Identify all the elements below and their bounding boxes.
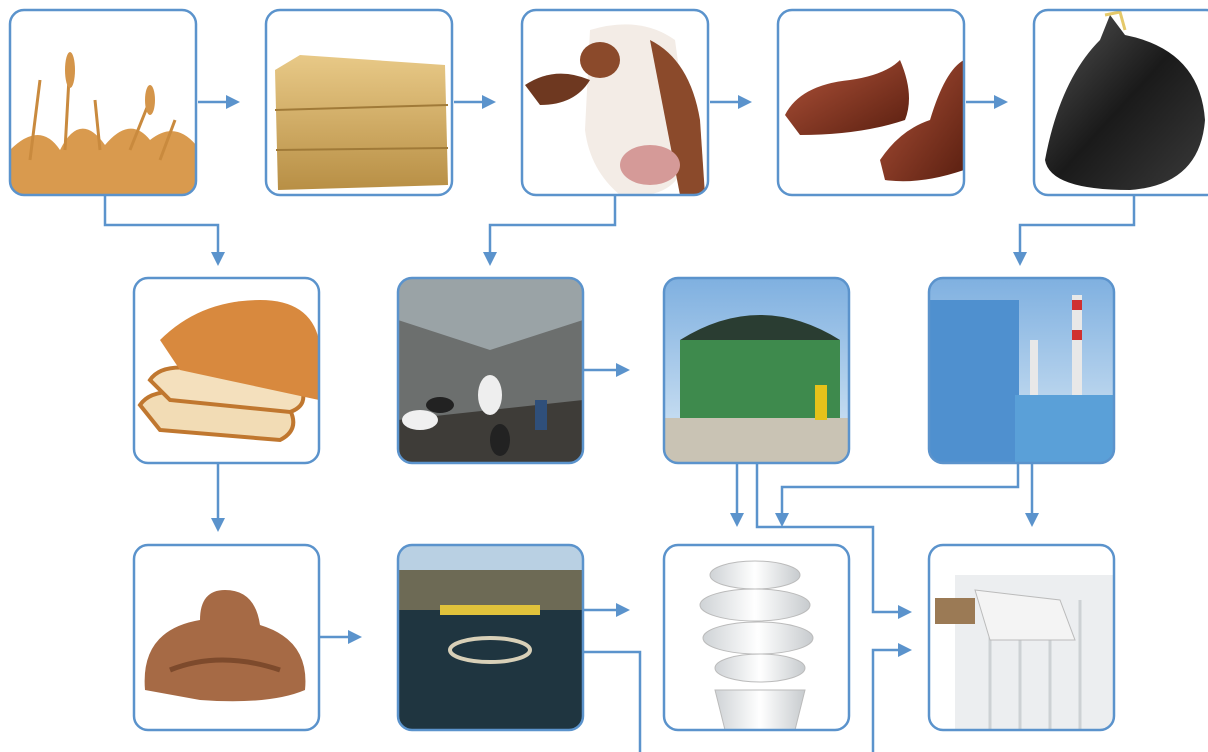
wastewater-plant-image <box>398 545 583 730</box>
garbage-bag-image <box>1034 10 1208 195</box>
light-bulb-image <box>664 545 849 730</box>
radiator-image <box>929 545 1115 735</box>
diagram <box>0 0 1208 752</box>
cow-barn-image <box>398 278 583 463</box>
bread-image <box>134 278 319 463</box>
straw-bale-image <box>266 10 452 195</box>
dung-image <box>134 545 319 730</box>
shoes-image <box>778 10 964 195</box>
wheat-image <box>10 10 196 195</box>
biogas-plant-image <box>664 278 849 463</box>
cow-image <box>522 10 708 195</box>
power-plant-image <box>929 278 1114 463</box>
page: (() => { const data = JSON.parse(documen… <box>0 0 1208 752</box>
